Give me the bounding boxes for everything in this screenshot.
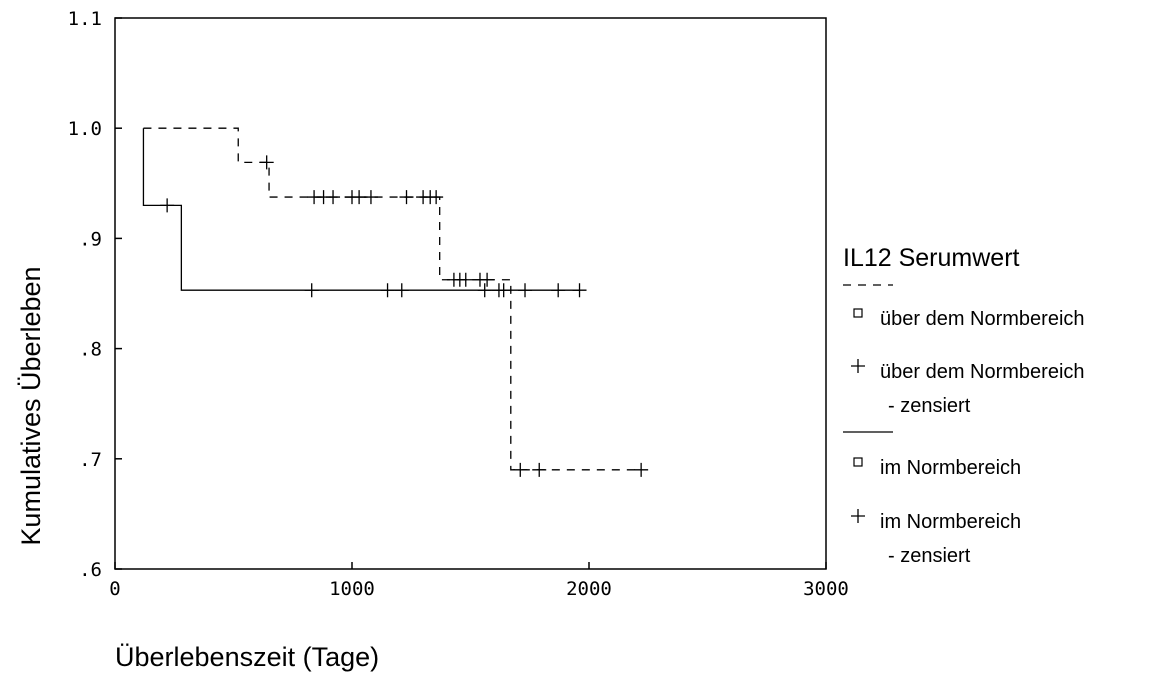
- y-tick-label: 1.0: [68, 118, 102, 140]
- legend-title: IL12 Serumwert: [843, 244, 1020, 272]
- censor-mark: [381, 283, 395, 297]
- legend: IL12 Serumwert über dem Normbereich über …: [843, 244, 1085, 567]
- y-tick-label: .9: [79, 228, 102, 250]
- plot-frame: [115, 18, 826, 569]
- legend-entry-label: über dem Normbereich: [880, 308, 1085, 330]
- y-axis-ticks: .6 .7 .8 .9 1.0 1.1: [68, 8, 122, 581]
- series-line-above-normal: [143, 128, 641, 470]
- legend-entry-label: - zensiert: [888, 545, 971, 567]
- censor-mark: [573, 283, 587, 297]
- legend-entry-label: im Normbereich: [880, 511, 1021, 533]
- censor-mark: [305, 283, 319, 297]
- censor-mark: [480, 273, 494, 287]
- legend-entry-label: über dem Normbereich: [880, 361, 1085, 383]
- legend-plus-marker: [851, 509, 865, 523]
- y-tick-label: .6: [79, 559, 102, 581]
- censor-mark: [634, 463, 648, 477]
- series-line-within-normal: [143, 128, 579, 290]
- x-tick-label: 3000: [803, 578, 849, 600]
- censor-mark: [429, 190, 443, 204]
- censor-mark: [364, 190, 378, 204]
- censor-mark: [326, 190, 340, 204]
- censor-mark: [395, 283, 409, 297]
- x-axis-title: Überlebenszeit (Tage): [115, 642, 379, 672]
- y-axis-title: Kumulatives Überleben: [16, 266, 46, 545]
- censor-mark: [518, 283, 532, 297]
- x-axis-ticks: 0 1000 2000 3000: [109, 562, 849, 600]
- censor-mark: [513, 463, 527, 477]
- x-tick-label: 2000: [566, 578, 612, 600]
- censor-mark: [400, 190, 414, 204]
- legend-entry-label: im Normbereich: [880, 457, 1021, 479]
- y-tick-label: .8: [79, 339, 102, 361]
- y-tick-label: 1.1: [68, 8, 102, 30]
- series-layer: [143, 128, 641, 470]
- censor-mark: [160, 198, 174, 212]
- legend-square-marker: [854, 309, 862, 317]
- censor-mark: [532, 463, 546, 477]
- legend-plus-marker: [851, 359, 865, 373]
- censor-mark: [459, 273, 473, 287]
- x-tick-label: 0: [109, 578, 120, 600]
- legend-square-marker: [854, 458, 862, 466]
- y-tick-label: .7: [79, 449, 102, 471]
- legend-entry-label: - zensiert: [888, 395, 971, 417]
- censor-mark: [260, 155, 274, 169]
- censor-marks: [160, 155, 648, 476]
- censor-mark: [551, 283, 565, 297]
- x-tick-label: 1000: [329, 578, 375, 600]
